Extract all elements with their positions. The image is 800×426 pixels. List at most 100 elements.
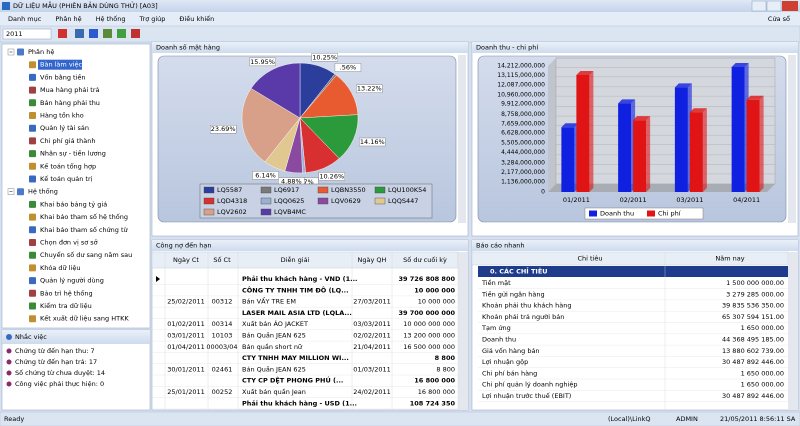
tree-item[interactable]: Nhân sự - tiền lương — [40, 150, 106, 158]
tool-icon[interactable] — [131, 29, 140, 38]
tool-icon[interactable] — [75, 29, 84, 38]
menu-item[interactable]: Trợ giúp — [139, 15, 166, 23]
cell: 00252 — [212, 388, 233, 396]
tool-icon[interactable] — [89, 29, 98, 38]
menu-item[interactable]: Hệ thống — [96, 15, 126, 23]
bar — [674, 87, 688, 192]
cell: 3 279 285 000.00 — [726, 290, 784, 298]
column-header[interactable]: Diễn giải — [281, 255, 310, 264]
cell: 39 726 808 800 — [398, 275, 455, 283]
cell: Tạm ứng — [481, 324, 511, 332]
tree-item[interactable]: Mua hàng phải trả — [40, 86, 100, 94]
tool-icon[interactable] — [117, 29, 126, 38]
y-tick-label: 3,284,000,000 — [501, 159, 545, 166]
cell: CÔNG TY TNHH TIM ĐÔ (LQ... — [242, 285, 349, 294]
cell: Xuất bán quần Jean — [242, 388, 306, 396]
column-header: Chỉ tiêu — [577, 255, 602, 263]
tree-item[interactable]: Kiểm tra dữ liệu — [40, 301, 92, 310]
tree-item[interactable]: Chọn đơn vị sơ sở — [40, 239, 98, 247]
cell: 1 650 000.00 — [741, 369, 784, 377]
tree-item[interactable]: Khóa dữ liệu — [40, 264, 80, 272]
bar — [746, 99, 760, 192]
tree-item[interactable]: Quản lý người dùng — [40, 277, 104, 285]
tree-item[interactable]: Bảo trì hệ thống — [40, 289, 93, 297]
scrollbar[interactable] — [788, 55, 796, 223]
year-combo[interactable] — [2, 28, 52, 40]
section-title: 0. CÁC CHỈ TIÊU — [490, 266, 548, 276]
cell: 10103 — [212, 332, 233, 340]
scrollbar[interactable] — [458, 55, 466, 223]
bar-top — [576, 70, 594, 75]
maximize-button[interactable] — [766, 0, 782, 12]
x-tick-label: 03/2011 — [676, 196, 703, 204]
bar-side — [589, 70, 594, 192]
menu-item[interactable]: Điều khiển — [179, 14, 214, 23]
legend-label: LQQS447 — [388, 197, 418, 205]
scrollbar[interactable] — [788, 252, 798, 410]
cell: Khoản phải thu khách hàng — [482, 302, 571, 310]
cell: 02461 — [212, 365, 233, 373]
window-menu[interactable]: Cửa sổ — [768, 14, 790, 23]
cell: 00314 — [212, 320, 233, 328]
cell: Chi phí quản lý doanh nghiệp — [482, 381, 577, 389]
bar-top — [633, 116, 651, 121]
scrollbar[interactable] — [458, 252, 468, 410]
legend-label: LQ5587 — [217, 186, 242, 194]
tree-item[interactable]: Kế toán tổng hợp — [40, 161, 96, 170]
y-tick-label: 8,758,000,000 — [501, 111, 545, 118]
cell: Khoản phải trả người bán — [482, 313, 564, 321]
tool-icon[interactable] — [58, 29, 67, 38]
tree-icon — [17, 188, 24, 196]
cell: Bán quần short nữ — [242, 343, 303, 351]
cell: 30 487 892 446.00 — [722, 358, 784, 366]
cell: 1 500 000 000.00 — [726, 279, 784, 287]
bar — [689, 112, 703, 192]
column-header[interactable]: Ngày Ct — [173, 256, 199, 264]
legend-label: LQQ0625 — [274, 197, 304, 205]
panel-header — [472, 240, 798, 251]
tree-item[interactable]: Bán hàng phải thu — [40, 99, 100, 107]
tree-item[interactable]: Khai báo bảng tỷ giá — [40, 199, 107, 208]
tool-icon[interactable] — [103, 29, 112, 38]
column-header[interactable]: Ngày QH — [358, 256, 387, 264]
cell: 13 880 602 739.00 — [722, 347, 784, 355]
tree-item[interactable]: Kế toán quản trị — [40, 175, 93, 183]
tree-item[interactable]: Quản lý tài sản — [40, 124, 89, 132]
reminder-item[interactable]: Công việc phải thực hiện: 0 — [15, 380, 104, 388]
reminder-header — [2, 330, 150, 344]
tree-item[interactable]: Hệ thống — [28, 188, 58, 196]
tree-item[interactable]: Chuyển số dư sang năm sau — [40, 250, 132, 259]
legend-swatch — [203, 197, 215, 205]
reminder-item[interactable]: Chứng từ đến hạn trả: 17 — [15, 358, 97, 366]
cell: Bán Quần JEAN 625 — [242, 365, 306, 373]
cell: 10 000 000 000 — [403, 320, 455, 328]
column-header[interactable]: Số dư cuối kỳ — [403, 256, 447, 264]
minimize-button[interactable] — [751, 0, 767, 12]
tree-item[interactable]: Vốn bằng tiền — [40, 72, 86, 81]
reminder-item[interactable]: Chứng từ đến hạn thu: 7 — [15, 347, 95, 355]
tree-item[interactable]: Kết xuất dữ liệu sang HTKK — [40, 315, 129, 323]
menu-item[interactable]: Danh mục — [8, 15, 42, 23]
tree-item[interactable]: Chi phí giá thành — [40, 137, 96, 145]
y-tick-label: 7,659,000,000 — [501, 121, 545, 128]
pie-slice — [241, 88, 301, 163]
bar — [576, 74, 590, 192]
tree-icon — [17, 48, 24, 56]
legend-swatch — [203, 208, 215, 216]
tree-item[interactable]: Hàng tồn kho — [40, 112, 84, 120]
menu-item[interactable]: Phân hệ — [55, 15, 81, 23]
column-header[interactable]: Số Ct — [213, 256, 231, 264]
cell: 65 307 594 151.00 — [722, 313, 784, 321]
reminder-bullet — [6, 370, 12, 376]
tree-item[interactable]: Phân hệ — [28, 48, 54, 56]
panel-title: Doanh số mặt hàng — [156, 44, 220, 52]
section-row — [478, 266, 788, 277]
reminder-item[interactable]: Số chứng từ chưa duyệt: 14 — [15, 369, 105, 377]
tree-item[interactable]: Bàn làm việc — [40, 61, 82, 69]
close-button[interactable] — [782, 1, 798, 11]
label-box — [334, 63, 362, 72]
tree-item[interactable]: Khai báo tham số chứng từ — [40, 226, 129, 234]
y-tick-label: 14,212,000,000 — [497, 63, 545, 70]
tree-item[interactable]: Khai báo tham số hệ thống — [40, 213, 128, 221]
tree-icon — [29, 213, 36, 221]
